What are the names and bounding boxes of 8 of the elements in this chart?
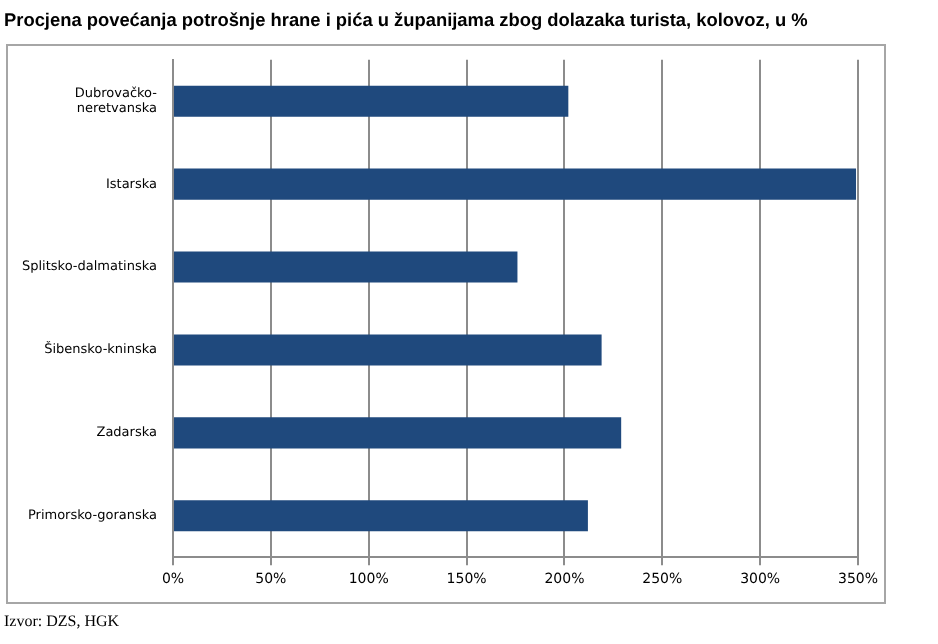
chart-title: Procjena povećanja potrošnje hrane i pića u županijama zbog dolazaka turista, kolovoz, u % <box>4 10 808 30</box>
bar <box>174 334 602 366</box>
bar <box>174 85 569 117</box>
bar <box>174 168 857 200</box>
text: Izvor: DZS, HGK <box>4 612 120 630</box>
bar <box>174 251 518 283</box>
bar <box>174 500 588 532</box>
bar <box>174 417 622 449</box>
